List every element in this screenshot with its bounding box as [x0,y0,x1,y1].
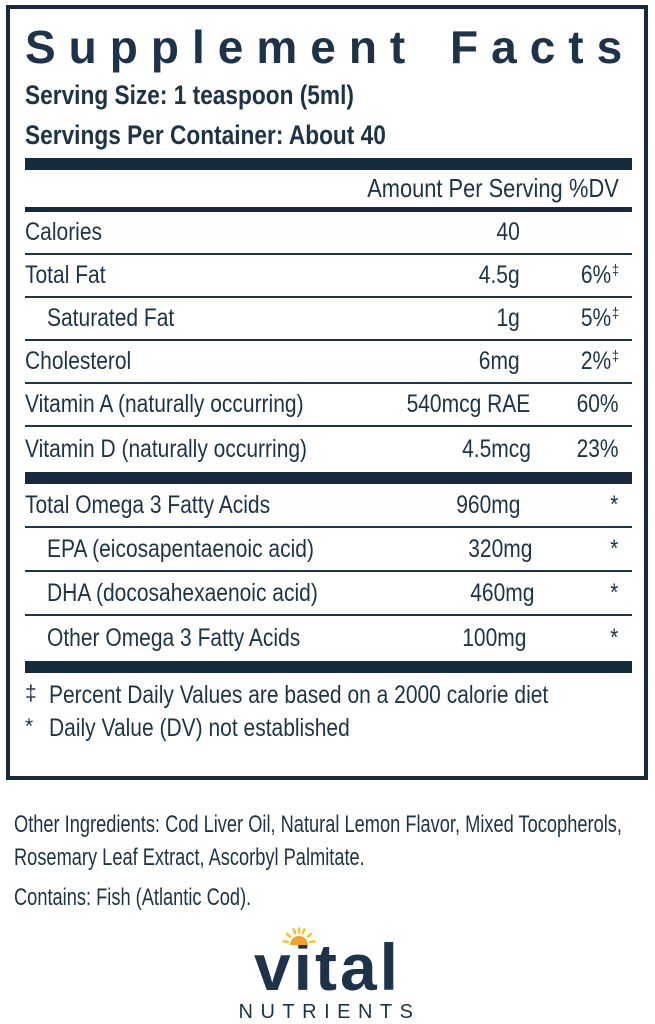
other-ingredients-block: Other Ingredients: Cod Liver Oil, Natura… [14,808,655,914]
serving-size-text: Serving Size: 1 teaspoon (5ml) [25,80,354,110]
nutrient-amount: 960mg [455,490,520,519]
nutrient-rows: Calories 40 ‡ Total Fat 4.5g [25,212,632,472]
servings-per-container-text: Servings Per Container: About 40 [25,120,386,150]
nutrient-dv: 5%‡ [580,304,619,332]
nutrient-dv: 23%‡ [576,435,619,463]
nutrient-label: Other Omega 3 Fatty Acids [47,624,301,652]
servings-per-container: Servings Per Container: About 40 [25,120,632,150]
nutrient-label: Cholesterol [25,347,132,375]
header-percent-dv: %DV [568,173,619,203]
table-row: Cholesterol 6mg 2%‡ [25,341,632,384]
nutrient-label: Total Omega 3 Fatty Acids [25,490,271,519]
other-ingredients-line-2: Rosemary Leaf Extract, Ascorbyl Palmitat… [14,844,365,871]
nutrient-amount: 6mg [479,347,520,375]
dv-dagger-symbol: ‡ [611,348,619,365]
table-row: Saturated Fat 1g 5%‡ [25,298,632,341]
table-row: Other Omega 3 Fatty Acids 100mg *‡ [25,616,632,661]
supplement-facts-panel: Supplement Facts Serving Size: 1 teaspoo… [6,5,648,780]
other-ingredients-line-1: Other Ingredients: Cod Liver Oil, Natura… [14,811,622,838]
vital-nutrients-logo: vital NUTRIENTS [233,920,423,1024]
omega-rows: Total Omega 3 Fatty Acids 960mg *‡ EPA (… [25,484,632,661]
nutrient-dv: *‡ [610,578,619,607]
nutrient-label: Vitamin A (naturally occurring) [25,390,304,418]
dv-dagger-symbol: ‡ [611,262,619,279]
nutrient-amount: 540mcg RAE [406,390,530,418]
nutrient-dv: 60%‡ [576,390,619,418]
nutrient-amount: 100mg [462,624,527,652]
logo-brand-text: vital [253,930,402,1004]
nutrient-amount: 4.5g [479,261,520,289]
nutrient-dv: 2%‡ [580,347,619,375]
nutrient-label: DHA (docosahexaenoic acid) [47,578,318,607]
dv-dagger-symbol: ‡ [611,305,619,322]
nutrient-dv: *‡ [610,490,619,519]
nutrient-amount: 460mg [470,578,535,607]
nutrient-dv: *‡ [610,624,619,652]
table-row: EPA (eicosapentaenoic acid) 320mg *‡ [25,528,632,572]
table-row: Calories 40 ‡ [25,212,632,255]
footnote-line: ‡ Percent Daily Values are based on a 20… [25,680,632,711]
nutrient-label: Calories [25,218,103,246]
nutrient-dv: *‡ [610,534,619,563]
nutrient-amount: 40 [496,218,520,246]
table-row: Vitamin D (naturally occurring) 4.5mcg 2… [25,427,632,472]
footnote-text: Daily Value (DV) not established [49,714,350,742]
footnote-symbol: ‡ [25,682,37,705]
table-header-row: Amount Per Serving %DV [25,170,632,212]
footnote-text: Percent Daily Values are based on a 2000… [49,681,549,709]
footnote-symbol: * [25,715,34,738]
serving-size: Serving Size: 1 teaspoon (5ml) [25,80,632,110]
nutrient-dv: 6%‡ [580,261,619,289]
footnotes: ‡ Percent Daily Values are based on a 20… [25,680,632,744]
nutrient-amount: 4.5mcg [462,435,532,463]
nutrient-amount: 320mg [468,534,533,563]
footnote-line: * Daily Value (DV) not established [25,713,632,744]
section-divider-bar-bottom [25,661,632,673]
nutrient-label: Total Fat [25,261,106,289]
panel-title: Supplement Facts [25,21,636,73]
header-amount-per-serving: Amount Per Serving [367,173,563,203]
section-divider-bar-top [25,158,632,170]
nutrient-label: EPA (eicosapentaenoic acid) [47,534,314,563]
table-row: Vitamin A (naturally occurring) 540mcg R… [25,384,632,427]
table-row: Total Omega 3 Fatty Acids 960mg *‡ [25,484,632,528]
nutrient-label: Saturated Fat [47,304,175,332]
nutrient-amount: 1g [496,304,520,332]
table-row: DHA (docosahexaenoic acid) 460mg *‡ [25,572,632,616]
nutrient-label: Vitamin D (naturally occurring) [25,435,308,463]
contains-statement: Contains: Fish (Atlantic Cod). [14,884,252,911]
section-divider-bar-middle [25,472,632,484]
nutrient-dv: ‡ [520,218,632,247]
sun-icon [281,927,316,945]
logo-subtext: NUTRIENTS [238,1001,421,1023]
table-row: Total Fat 4.5g 6%‡ [25,255,632,298]
